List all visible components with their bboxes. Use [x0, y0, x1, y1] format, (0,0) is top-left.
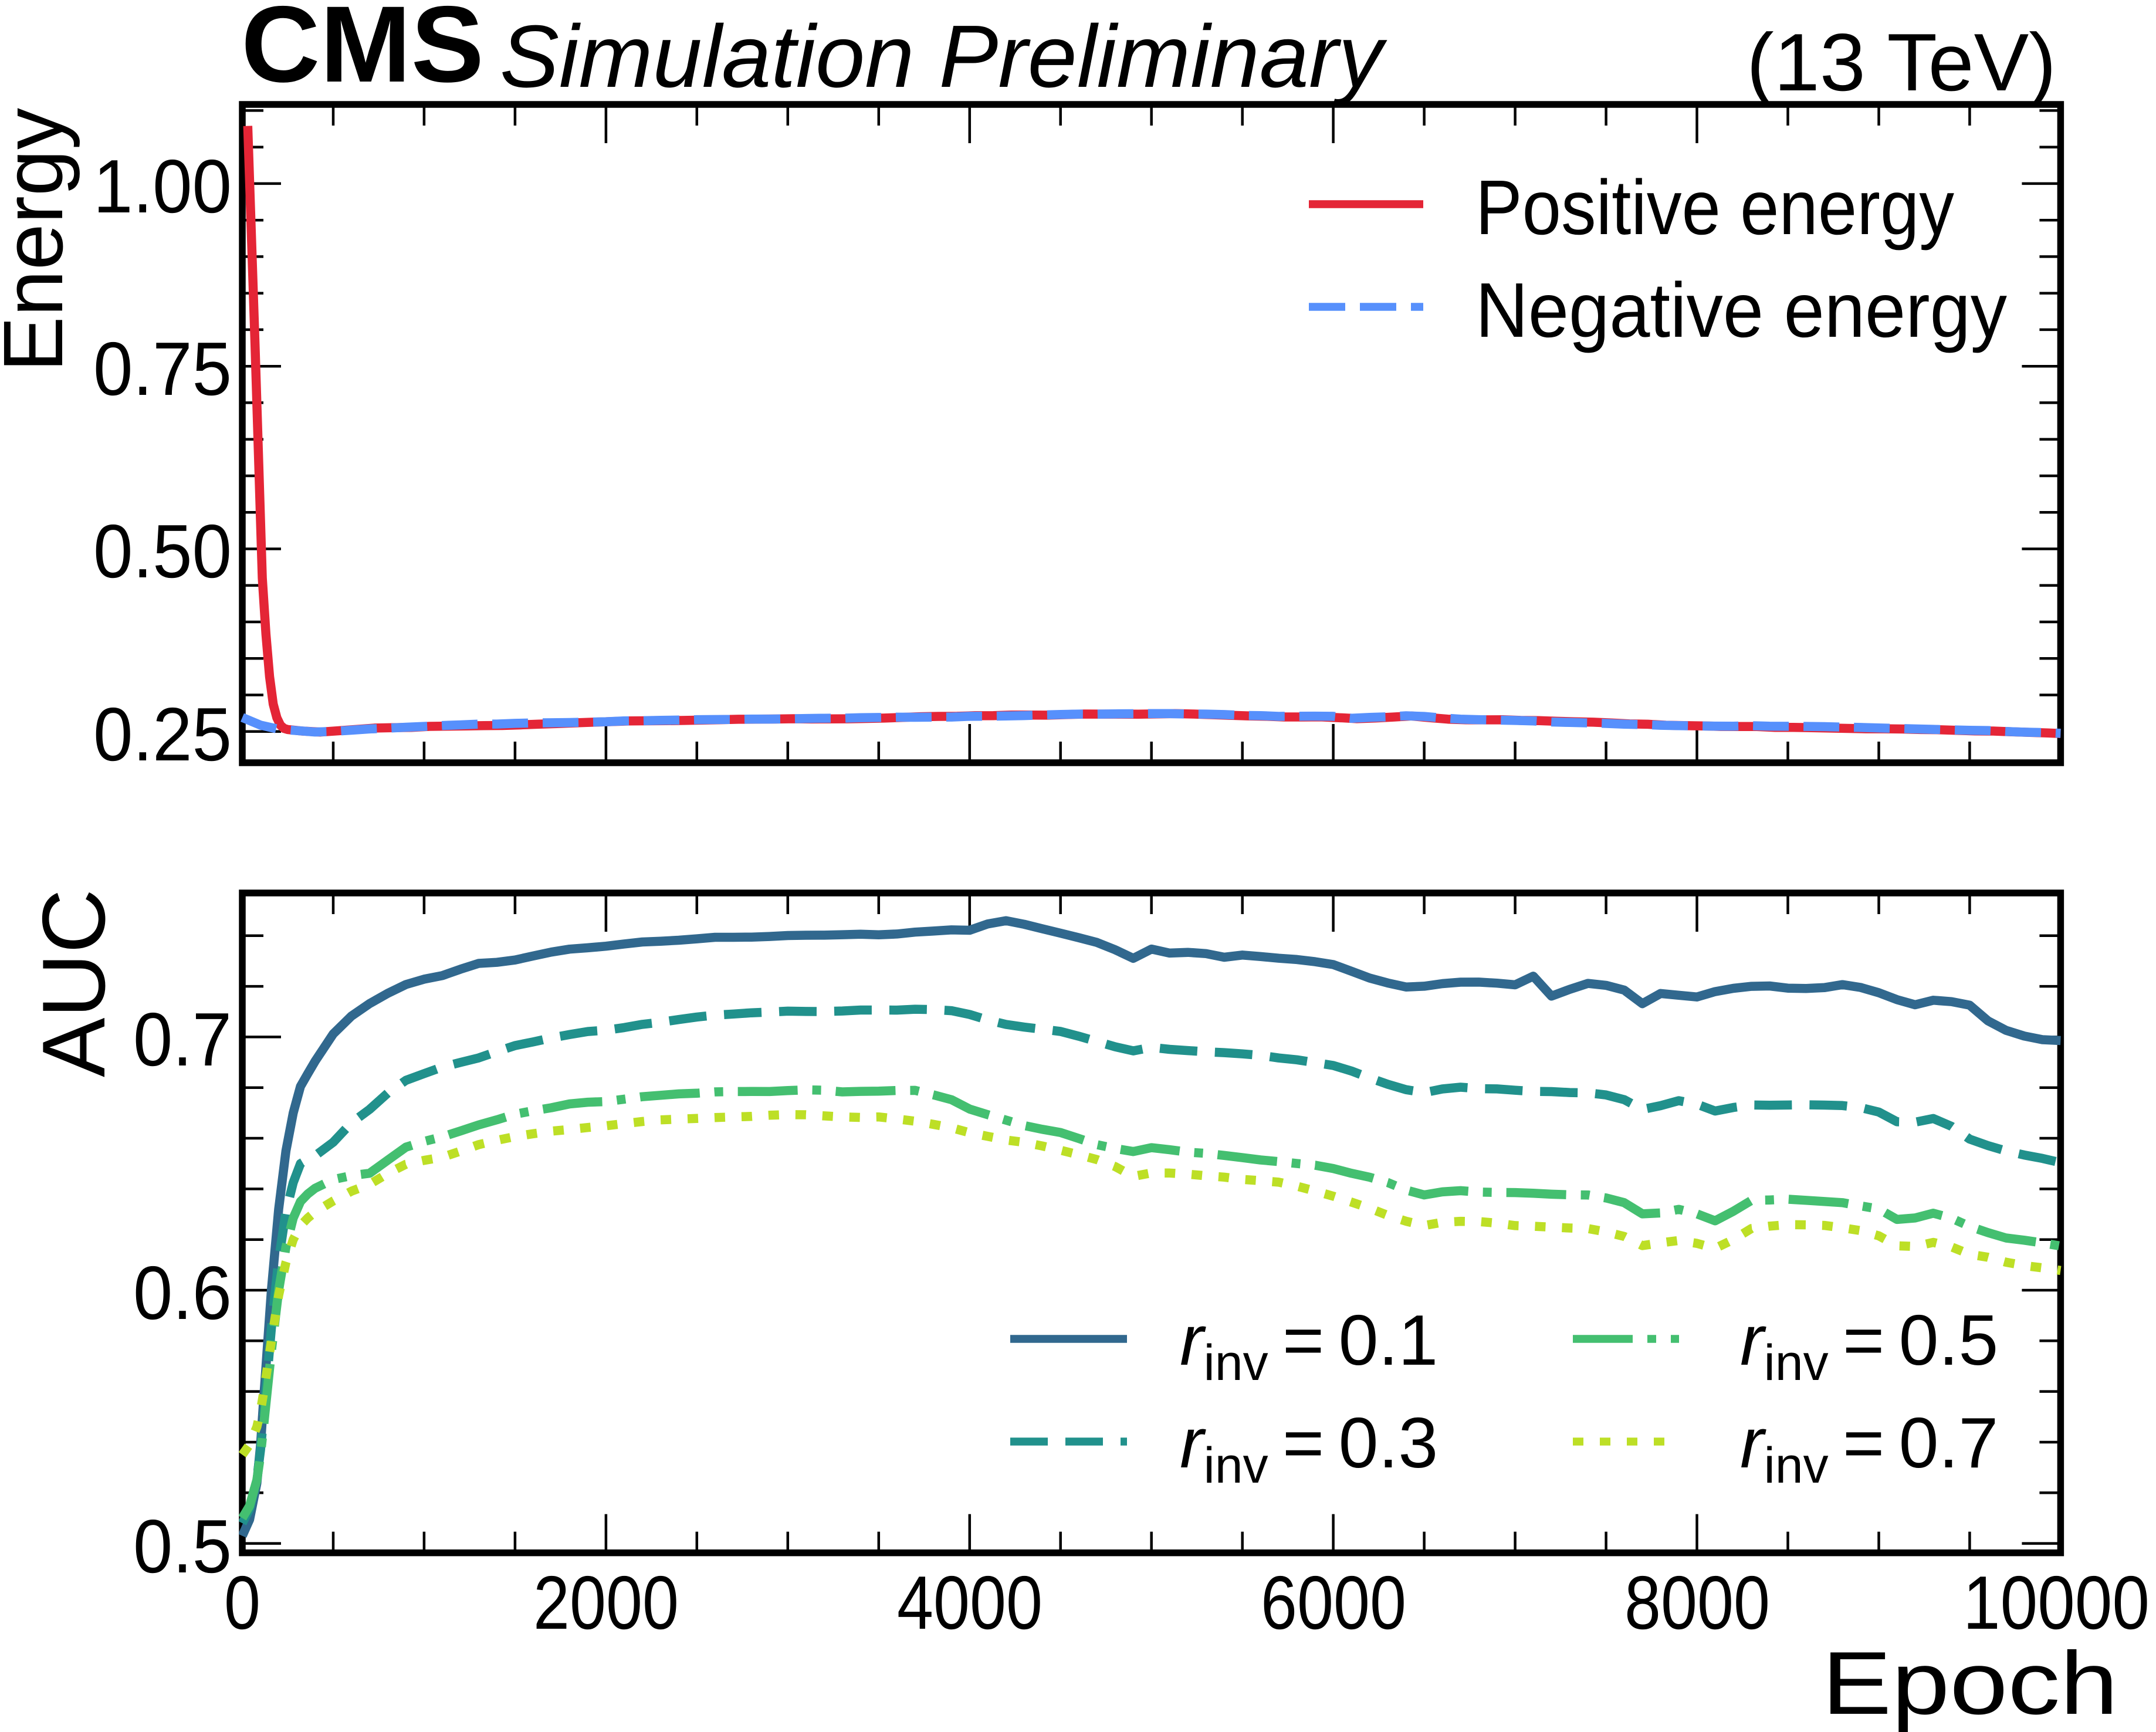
svg-text:0.25: 0.25 [93, 692, 232, 777]
svg-text:0.7: 0.7 [133, 997, 232, 1082]
svg-text:rinv = 0.7: rinv = 0.7 [1740, 1403, 1998, 1494]
svg-text:Negative energy: Negative energy [1475, 267, 2007, 353]
svg-text:1.00: 1.00 [93, 144, 232, 229]
svg-text:8000: 8000 [1624, 1561, 1770, 1645]
svg-text:Epoch: Epoch [1822, 1633, 2118, 1732]
svg-text:0.50: 0.50 [93, 509, 232, 594]
svg-text:10000: 10000 [1963, 1561, 2150, 1645]
svg-text:rinv = 0.5: rinv = 0.5 [1740, 1300, 1998, 1391]
svg-text:2000: 2000 [533, 1561, 679, 1645]
svg-text:0.5: 0.5 [133, 1504, 232, 1589]
svg-text:6000: 6000 [1261, 1561, 1406, 1645]
svg-text:Energy: Energy [0, 108, 80, 372]
svg-text:Positive energy: Positive energy [1475, 164, 1954, 251]
svg-text:AUC: AUC [24, 889, 124, 1077]
svg-text:rinv = 0.1: rinv = 0.1 [1180, 1300, 1438, 1391]
svg-text:0: 0 [224, 1561, 260, 1645]
svg-text:0.6: 0.6 [133, 1251, 232, 1335]
svg-text:CMS: CMS [241, 0, 484, 105]
svg-text:0.75: 0.75 [93, 327, 232, 411]
svg-text:4000: 4000 [897, 1561, 1043, 1645]
svg-text:rinv = 0.3: rinv = 0.3 [1180, 1403, 1438, 1494]
svg-text:(13 TeV): (13 TeV) [1747, 17, 2056, 108]
svg-text:Simulation Preliminary: Simulation Preliminary [500, 6, 1388, 106]
